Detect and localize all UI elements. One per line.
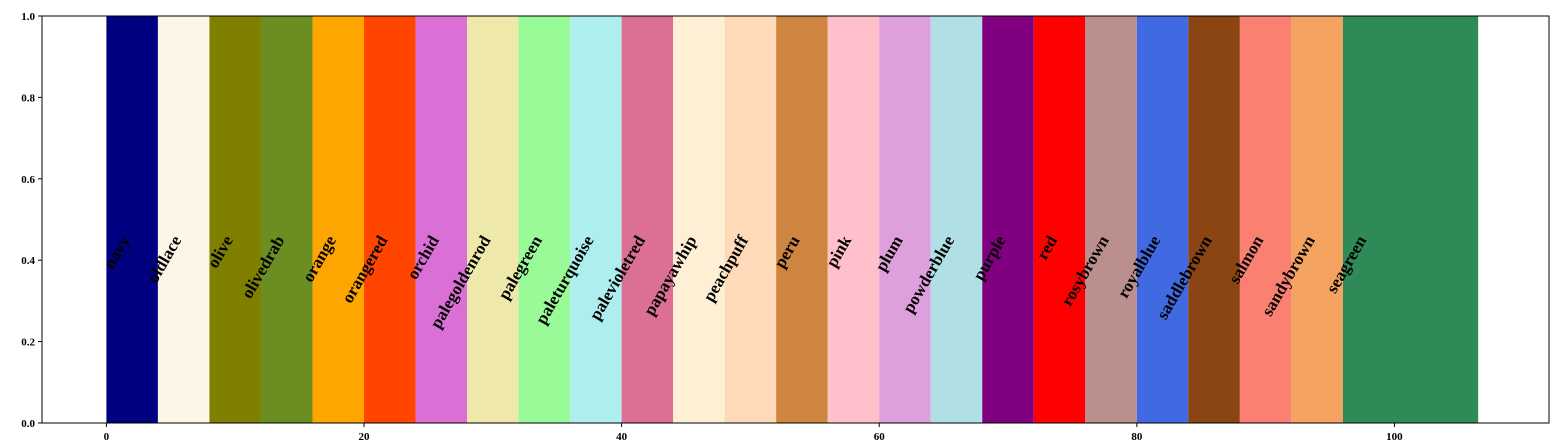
y-tick-label: 0.6: [21, 174, 35, 186]
y-tick-label: 0.4: [21, 255, 35, 267]
bar-purple: [982, 16, 1034, 423]
x-tick-label: 80: [1131, 431, 1143, 443]
bar-red: [1033, 16, 1086, 423]
bar-oldlace: [157, 16, 210, 423]
y-tick-label: 1.0: [21, 11, 35, 23]
bar-salmon: [1239, 16, 1292, 423]
bar-rosybrown: [1085, 16, 1137, 423]
bar-seagreen: [1342, 16, 1479, 423]
bar-paleturquoise: [570, 16, 622, 423]
bar-pink: [827, 16, 880, 423]
bar-orangered: [364, 16, 416, 423]
bar-olivedrab: [260, 16, 313, 423]
bar-sandybrown: [1291, 16, 1343, 423]
bar-papayawhip: [673, 16, 725, 423]
bar-orange: [312, 16, 365, 423]
bar-palegoldenrod: [467, 16, 519, 423]
y-tick-label: 0.0: [21, 418, 35, 430]
bar-palevioletred: [621, 16, 674, 423]
bar-palegreen: [518, 16, 571, 423]
bar-orchid: [415, 16, 468, 423]
x-tick-label: 20: [359, 431, 371, 443]
bar-navy: [106, 16, 158, 423]
bar-saddlebrown: [1188, 16, 1240, 423]
x-axis: 0 20 40 60 80 100: [104, 423, 1403, 443]
bar-plum: [879, 16, 931, 423]
plot-frame: [41, 15, 1550, 424]
x-tick-label: 40: [616, 431, 628, 443]
bar-powderblue: [930, 16, 983, 423]
x-tick-label: 100: [1386, 431, 1403, 443]
x-tick-label: 60: [874, 431, 886, 443]
bars-layer: [106, 16, 1479, 423]
bar-olive: [209, 16, 261, 423]
bar-peru: [776, 16, 828, 423]
bar-peachpuff: [724, 16, 777, 423]
bar-royalblue: [1136, 16, 1189, 423]
y-tick-label: 0.2: [21, 337, 35, 349]
y-tick-label: 0.8: [21, 92, 35, 104]
x-tick-label: 0: [104, 431, 110, 443]
y-axis: 0.0 0.2 0.4 0.6 0.8 1.0: [21, 11, 42, 430]
